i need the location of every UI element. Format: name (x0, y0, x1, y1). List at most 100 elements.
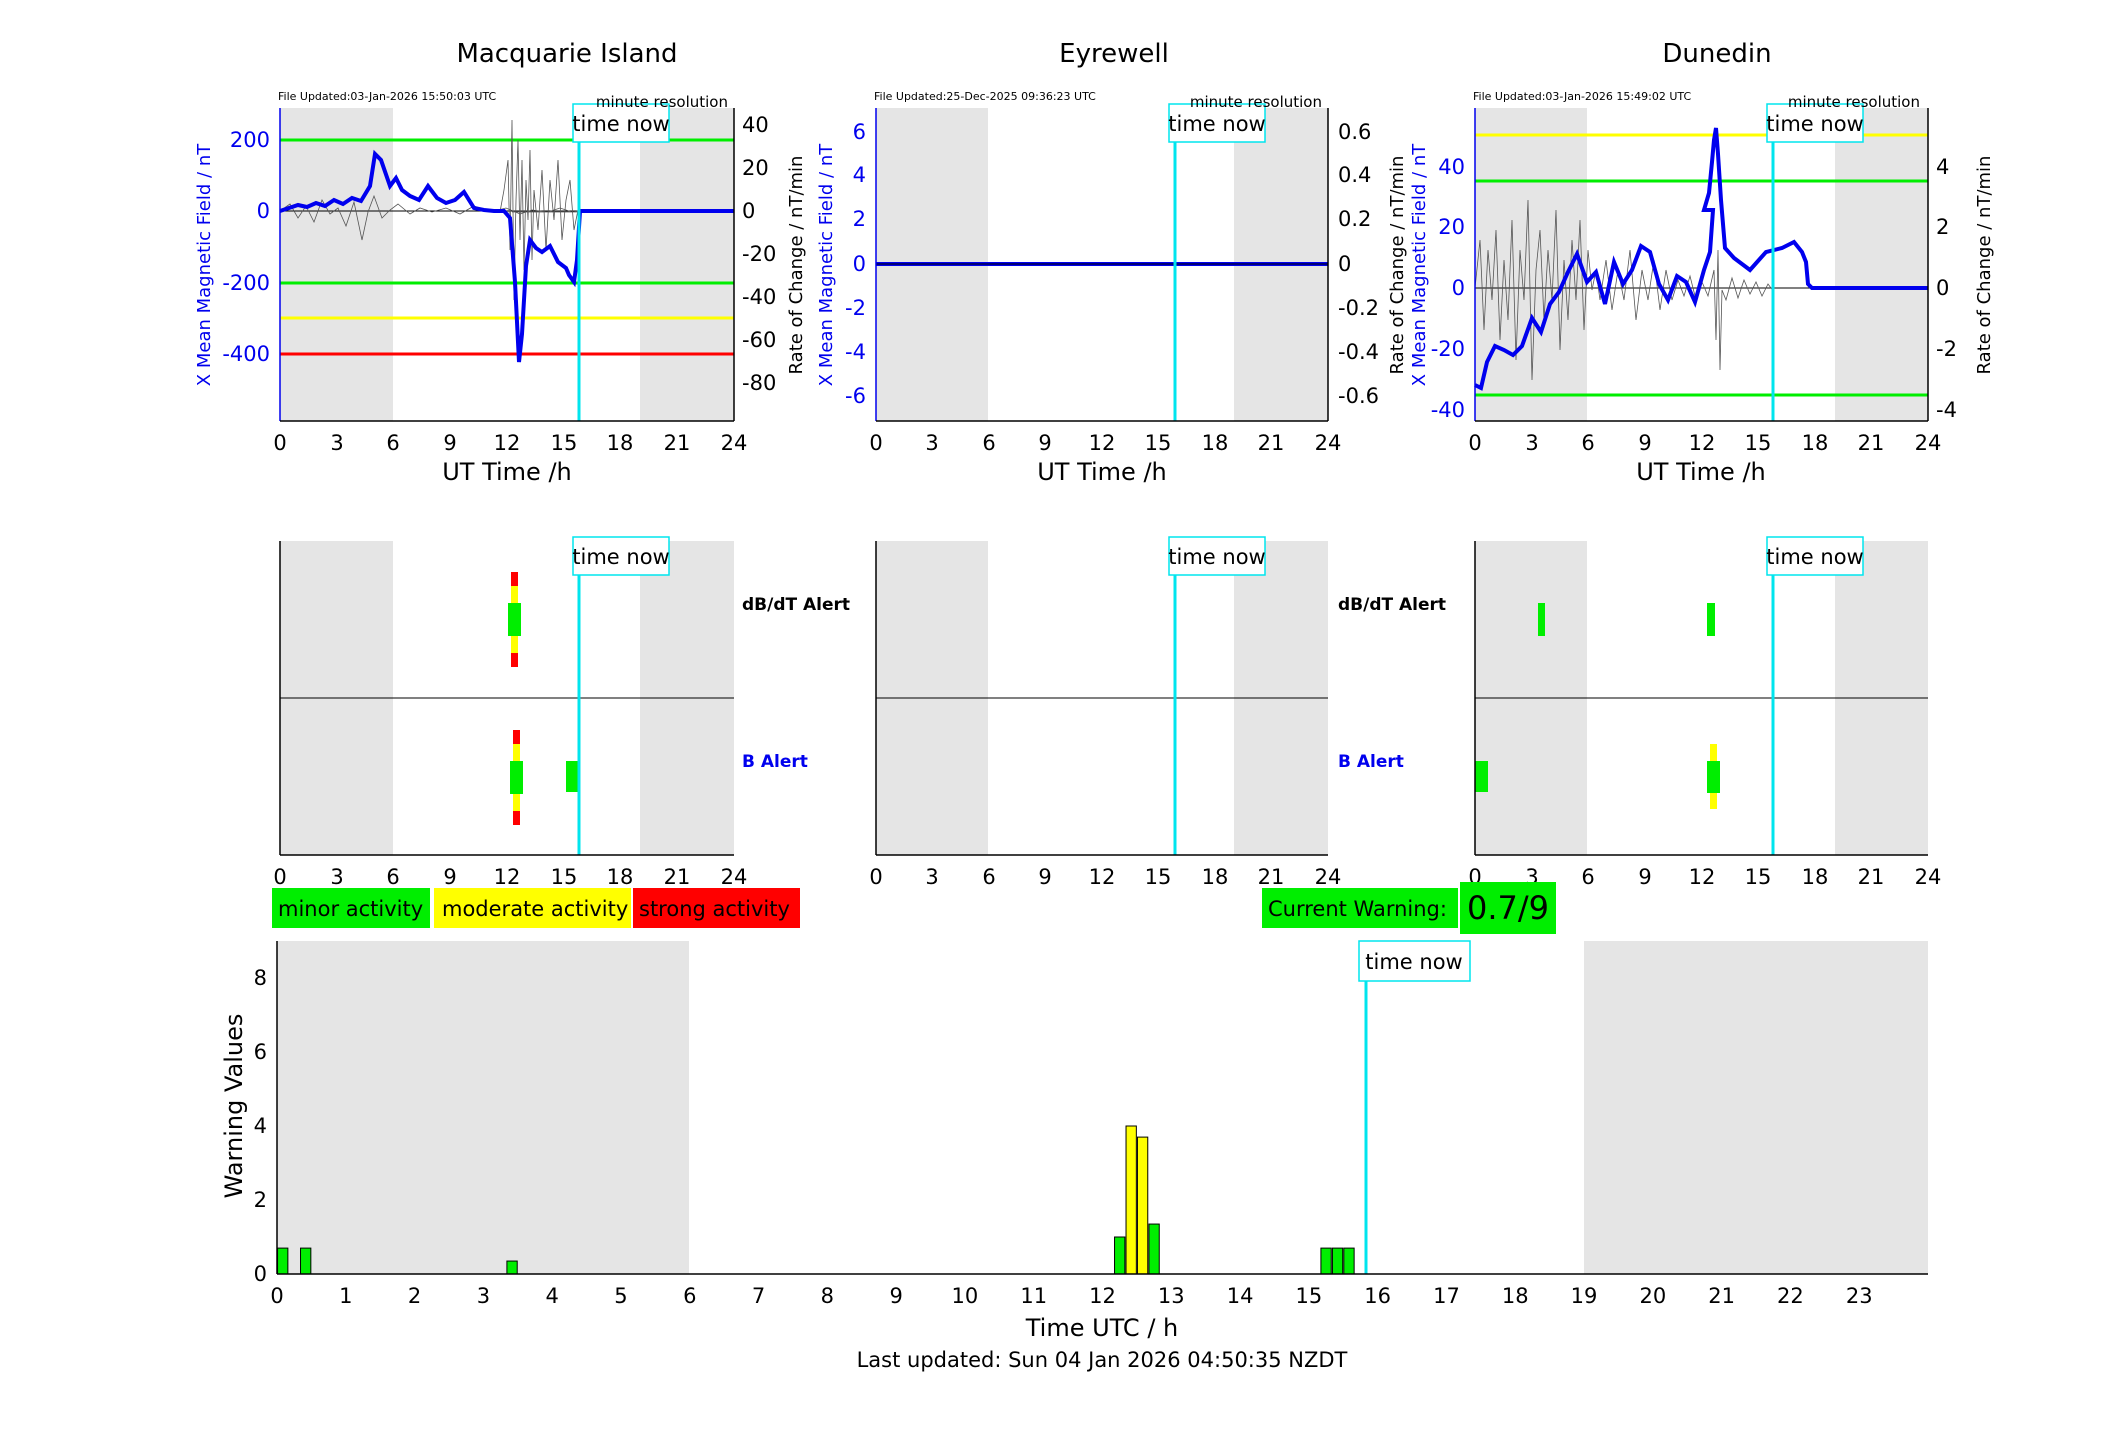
y2-tick-label: -2 (1936, 337, 1957, 361)
current-warning-label: Current Warning: (1268, 897, 1447, 921)
file-updated-text: File Updated:25-Dec-2025 09:36:23 UTC (874, 90, 1096, 103)
y2-tick-label: -0.4 (1338, 340, 1379, 364)
panel-dunedin: time now File Updated:03-Jan-2026 15:49:… (1387, 90, 1995, 486)
x-tick-label: 6 (386, 431, 399, 455)
y-tick-label: 2 (853, 207, 866, 231)
x-tick-label: 15 (1296, 1284, 1323, 1308)
x-tick-label: 5 (614, 1284, 627, 1308)
rate-of-change-storm (499, 119, 579, 301)
x-tick-label: 10 (952, 1284, 979, 1308)
x-axis-label: UT Time /h (1037, 458, 1167, 486)
night-shade (1584, 941, 1928, 1274)
x-tick-label: 24 (1915, 431, 1942, 455)
y-tick-label: 4 (853, 163, 866, 187)
y-axis-label: X Mean Magnetic Field / nT (1409, 143, 1430, 386)
b-alert-minor (1475, 761, 1488, 792)
time-now-box (572, 536, 670, 576)
warning-bar (300, 1247, 312, 1275)
x-tick-label: 15 (1745, 865, 1772, 889)
y2-tick-label: 20 (742, 156, 769, 180)
x-tick-label: 24 (1315, 431, 1342, 455)
last-updated-text: Last updated: Sun 04 Jan 2026 04:50:35 N… (857, 1348, 1348, 1372)
warning-bar (1114, 1236, 1126, 1275)
x-tick-label: 6 (982, 865, 995, 889)
y2-tick-label: 0 (1936, 276, 1949, 300)
x-tick-label: 12 (1689, 865, 1716, 889)
x-tick-label: 3 (925, 431, 938, 455)
x-tick-label: 24 (721, 865, 748, 889)
x-tick-label: 15 (1745, 431, 1772, 455)
y-tick-label: -400 (222, 342, 270, 366)
x-tick-label: 9 (1038, 865, 1051, 889)
x-tick-label: 23 (1846, 1284, 1873, 1308)
y-tick-label: 0 (1452, 276, 1465, 300)
x-tick-label: 0 (869, 431, 882, 455)
x-tick-label: 21 (1258, 431, 1285, 455)
x-tick-label: 1 (339, 1284, 352, 1308)
x-tick-label: 12 (1689, 431, 1716, 455)
y-tick-label: 8 (254, 966, 267, 990)
y2-tick-label: 0.6 (1338, 120, 1371, 144)
x-tick-label: 6 (683, 1284, 696, 1308)
x-tick-label: 18 (607, 431, 634, 455)
y-tick-label: 2 (254, 1188, 267, 1212)
x-tick-label: 3 (330, 431, 343, 455)
current-warning-label-box (1262, 888, 1458, 928)
time-now-label: time now (1168, 112, 1265, 136)
x-tick-label: 21 (664, 865, 691, 889)
y-tick-label: 6 (254, 1040, 267, 1064)
legend-minor-label: minor activity (278, 897, 423, 921)
x-tick-label: 18 (1202, 431, 1229, 455)
x-tick-label: 8 (821, 1284, 834, 1308)
field-trace (1474, 127, 1928, 391)
y-tick-label: -2 (845, 296, 866, 320)
x-tick-label: 15 (551, 865, 578, 889)
y2-tick-label: 40 (742, 113, 769, 137)
y-tick-label: -40 (1431, 398, 1465, 422)
y-axis-label: X Mean Magnetic Field / nT (194, 143, 215, 386)
alerts-dunedin: time now 0 3 6 9 12 15 18 21 24 (1468, 536, 1942, 889)
warning-bar (1125, 1125, 1137, 1275)
x-axis-label: Time UTC / h (1025, 1314, 1179, 1342)
time-now-label: time now (1168, 545, 1265, 569)
time-now-label: time now (1766, 112, 1863, 136)
legend-strong-swatch (633, 888, 800, 928)
y2-tick-label: 0 (742, 199, 755, 223)
b-alert-minor (566, 761, 578, 792)
y2-tick-label: -60 (742, 328, 776, 352)
x-tick-label: 0 (1468, 431, 1481, 455)
time-now-box (572, 103, 670, 143)
time-now-box (1766, 103, 1864, 143)
alerts-eyrewell: time now dB/dT Alert B Alert 0 3 6 9 12 … (869, 536, 1446, 889)
y2-tick-label: -4 (1936, 398, 1957, 422)
x-tick-label: 18 (1802, 865, 1829, 889)
current-warning: Current Warning: 0.7/9 (1262, 882, 1556, 934)
y-tick-label: 200 (230, 128, 270, 152)
x-axis-label: UT Time /h (1636, 458, 1766, 486)
warning-bar (277, 1247, 289, 1275)
y2-tick-label: 4 (1936, 155, 1949, 179)
x-tick-label: 11 (1020, 1284, 1047, 1308)
y-tick-label: -4 (845, 340, 866, 364)
x-tick-label: 24 (721, 431, 748, 455)
y2-tick-label: 0.4 (1338, 163, 1371, 187)
x-tick-label: 24 (1915, 865, 1942, 889)
alerts-macquarie: time now dB/dT Alert B Alert 0 3 6 9 12 … (273, 536, 850, 889)
x-tick-label: 16 (1364, 1284, 1391, 1308)
night-shade (1835, 108, 1928, 421)
x-tick-label: 21 (1708, 1284, 1735, 1308)
x-tick-label: 6 (1581, 865, 1594, 889)
x-tick-label: 9 (1638, 431, 1651, 455)
station-title-dunedin: Dunedin (1662, 39, 1771, 69)
y2-tick-label: 0 (1338, 252, 1351, 276)
night-shade (277, 941, 689, 1274)
y-tick-label: 4 (254, 1114, 267, 1138)
y-tick-label: -20 (1431, 337, 1465, 361)
time-now-box (1168, 103, 1266, 143)
x-tick-label: 12 (1089, 865, 1116, 889)
warning-bar (1136, 1136, 1149, 1275)
dbdt-alert-label: dB/dT Alert (742, 595, 850, 615)
time-now-box (1358, 940, 1471, 982)
time-now-box (1766, 536, 1864, 576)
